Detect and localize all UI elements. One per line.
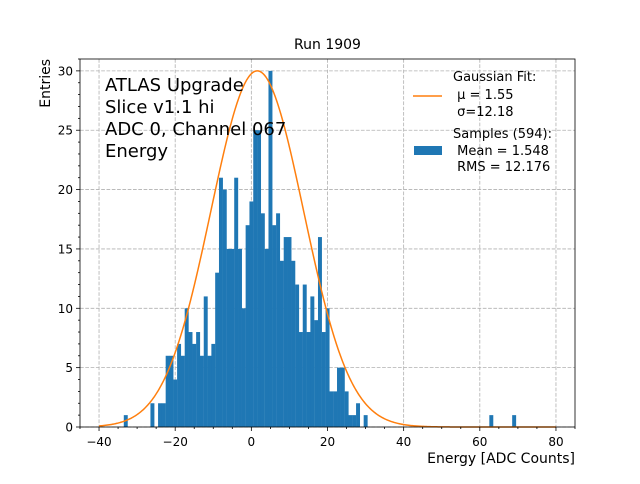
histogram-bar [283,237,288,427]
histogram-bar [234,177,239,427]
histogram-bar [337,367,341,427]
histogram-bar [238,248,242,427]
legend-samples-rms: RMS = 12.176 [453,160,550,175]
histogram-bar [177,343,182,427]
histogram-bar [184,308,189,427]
histogram-bar [276,213,281,427]
annotation-line: Slice v1.1 hi [105,97,215,118]
legend-fit-sigma: σ=12.18 [453,105,513,120]
histogram-bar [268,70,273,427]
histogram-bar [264,248,269,427]
annotation-block: ATLAS Upgrade Slice v1.1 hi ADC 0, Chann… [105,75,286,162]
x-tick-label: −40 [86,435,111,449]
histogram-bar [302,284,307,427]
annotation-line: Energy [105,141,168,162]
histogram-bar [298,332,303,427]
histogram-bar [207,355,212,427]
histogram-bar [222,189,227,427]
histogram-bar [321,332,326,427]
histogram-bar [226,248,231,427]
histogram-bar [317,237,322,427]
histogram-bar [211,343,216,427]
y-tick-label: 10 [58,302,73,316]
histogram-bar [356,403,361,427]
histogram-bar [489,415,494,427]
x-tick-label: 0 [248,435,256,449]
histogram-bar [279,260,284,427]
histogram-bar [192,343,197,427]
x-axis-label: Energy [ADC Counts] [427,451,575,467]
histogram-bar [344,391,349,427]
histogram-bar [180,355,185,427]
y-axis-label: Entries [38,59,54,108]
histogram-bar [188,332,193,427]
histogram-bar [257,130,262,427]
x-tick-label: −20 [163,435,188,449]
histogram-bar [363,415,368,427]
histogram-bar [158,403,163,427]
histogram-bar [348,415,353,427]
histogram-bar [291,260,296,427]
y-tick-label: 0 [65,421,73,435]
histogram-bar [203,296,208,427]
y-tick-label: 20 [58,183,73,197]
annotation-line: ADC 0, Channel 067 [105,119,286,140]
histogram-bar [310,296,315,427]
histogram-bar [329,391,334,427]
histogram-bar [169,355,174,427]
histogram-bar [352,415,357,427]
histogram-bar [230,248,235,427]
histogram-bar [295,284,300,427]
histogram-bar [253,130,258,427]
x-tick-label: 80 [548,435,563,449]
histogram-bar [215,272,220,427]
y-tick-label: 30 [58,64,73,78]
legend-fit-label: Gaussian Fit: [453,70,536,85]
histogram-bar [245,225,250,427]
legend: Gaussian Fit: μ = 1.55 σ=12.18 Samples (… [413,70,552,175]
histogram-bar [196,332,201,427]
histogram-bar [287,237,292,427]
legend-fit-mu: μ = 1.55 [453,88,514,103]
histogram-bar [512,415,517,427]
histogram-bar [249,201,254,427]
x-tick-label: 40 [396,435,411,449]
histogram-bar [218,177,223,427]
x-tick-label: 20 [320,435,335,449]
annotation-line: ATLAS Upgrade [105,75,244,96]
legend-samples-label: Samples (594): [453,127,552,142]
histogram-bar [325,308,330,427]
histogram-bar [173,379,178,427]
x-tick-label: 60 [472,435,487,449]
y-tick-label: 15 [58,242,73,256]
histogram-bar [260,213,265,427]
histogram-bar [314,320,319,427]
histogram-bar [150,403,155,427]
axis-ticks: −40 −20 0 20 40 60 80 0 5 10 15 20 25 30 [58,58,576,449]
histogram-bar [199,355,204,427]
histogram-bar [165,355,170,427]
histogram-bar [306,332,311,427]
histogram-bars [123,70,517,427]
chart-title: Run 1909 [294,37,361,53]
histogram-bar [241,308,246,427]
legend-samples-swatch [414,146,442,155]
histogram-bar [272,225,277,427]
legend-samples-mean: Mean = 1.548 [453,144,549,159]
histogram-bar [161,403,166,427]
y-tick-label: 5 [65,361,73,375]
y-tick-label: 25 [58,124,73,138]
histogram-bar [340,367,345,427]
histogram-bar [333,391,338,427]
